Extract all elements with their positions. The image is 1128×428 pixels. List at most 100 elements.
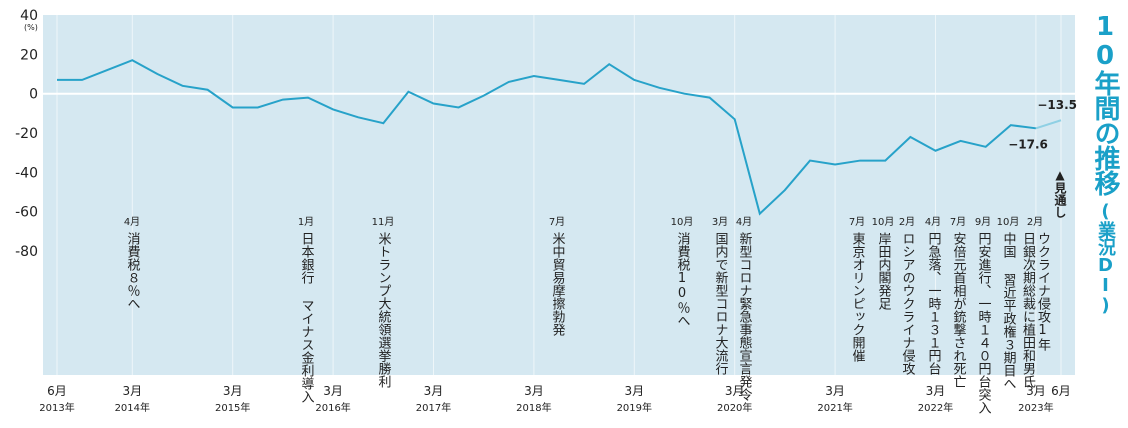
event: 9月円安進行、一時１４０円台突入 [963, 217, 1003, 414]
event-month: 2月 [1026, 217, 1044, 228]
y-tick-label: -80 [15, 244, 38, 260]
event-month: 10月 [996, 217, 1020, 228]
event-text: 米中貿易摩擦勃発 [550, 232, 565, 336]
data-label: −17.6 [1008, 137, 1048, 151]
forecast-annotation: ▲見通し [1053, 168, 1067, 218]
x-year-label: 2014年 [115, 401, 150, 414]
event-text: 消費税８％へ [125, 232, 140, 310]
x-tick-label: 3月 [323, 384, 343, 398]
x-year-label: 2013年 [39, 401, 74, 414]
event-line: 岸田内閣発足 [875, 232, 891, 310]
plot-area [43, 15, 1075, 375]
event-text: 米トランプ大統領選挙勝利 [376, 232, 391, 388]
x-tick-label: 6月 [1051, 384, 1071, 398]
event-month: 9月 [974, 217, 992, 228]
event-text: 消費税10％へ [675, 232, 690, 327]
event-month: 11月 [371, 217, 395, 228]
event-line: 国内で新型コロナ大流行 [712, 232, 728, 375]
x-tick-label: 3月 [926, 384, 946, 398]
y-tick-label: 0 [29, 87, 38, 103]
event-text: 国内で新型コロナ大流行 [713, 232, 728, 375]
event-line: ウクライナ侵攻1年 [1035, 232, 1050, 351]
event-line: 米中貿易摩擦勃発 [549, 232, 565, 336]
event-line: ロシアのウクライナ侵攻 [899, 232, 915, 375]
y-tick-label: 40 [20, 8, 38, 24]
data-label: −13.5 [1037, 98, 1077, 112]
x-tick-label: 3月 [524, 384, 544, 398]
event-line: 円急落、一時１３１円台 [925, 232, 941, 375]
event-month: 10月 [871, 217, 895, 228]
x-tick-label: 3月 [624, 384, 644, 398]
y-tick-label: -40 [15, 165, 38, 181]
y-tick-label: 20 [20, 47, 38, 63]
chart-subtitle: (業況DI) [1095, 201, 1116, 315]
event-line: 日銀次期総裁に植田和男氏 [1020, 232, 1035, 388]
x-tick-label: 3月 [825, 384, 845, 398]
x-year-label: 2017年 [416, 401, 451, 414]
x-year-label: 2018年 [516, 401, 551, 414]
event: 11月米トランプ大統領選挙勝利 [363, 217, 403, 388]
x-year-label: 2022年 [918, 401, 953, 414]
x-tick-label: 3月 [223, 384, 243, 398]
event-month: 3月 [711, 217, 729, 228]
event-text: 安倍元首相が銃撃され死亡 [951, 232, 966, 388]
event-month: 1月 [297, 217, 315, 228]
event: 10月中国 習近平政権３期目へ [988, 217, 1028, 390]
event-line: 米トランプ大統領選挙勝利 [375, 232, 391, 388]
series-line [57, 59, 1037, 216]
event-month: 4月 [735, 217, 753, 228]
event-text: 中国 習近平政権３期目へ [1001, 232, 1016, 390]
event-month: 4月 [123, 217, 141, 228]
chart-title: 10年間の推移 [1090, 12, 1120, 195]
event-month: 10月 [670, 217, 694, 228]
event-line: 中国 習近平政権３期目へ [1000, 232, 1016, 390]
x-tick-label: 3月 [1026, 384, 1046, 398]
x-tick-label: 3月 [424, 384, 444, 398]
event: 10月消費税10％へ [662, 217, 702, 327]
event-month: 7月 [548, 217, 566, 228]
event-text: 日本銀行 マイナス金利導入 [299, 232, 314, 403]
event-line: 消費税10％へ [674, 232, 690, 327]
event-month: 4月 [924, 217, 942, 228]
event-month: 7月 [949, 217, 967, 228]
y-tick-label: -60 [15, 205, 38, 221]
x-year-label: 2023年 [1018, 401, 1053, 414]
event: 7月東京オリンピック開催 [837, 217, 877, 362]
x-year-label: 2020年 [717, 401, 752, 414]
y-unit: (%) [24, 23, 38, 32]
event: 1月日本銀行 マイナス金利導入 [286, 217, 326, 403]
event: 4月新型コロナ緊急事態宣言発令 [724, 217, 764, 401]
event: 2月ウクライナ侵攻1年 日銀次期総裁に植田和男氏 [1015, 217, 1055, 388]
event-line: 安倍元首相が銃撃され死亡 [950, 232, 966, 388]
event: 10月岸田内閣発足 [863, 217, 903, 310]
event: 7月米中貿易摩擦勃発 [537, 217, 577, 336]
series-line [1035, 119, 1062, 130]
x-year-label: 2021年 [817, 401, 852, 414]
event-text: 東京オリンピック開催 [850, 232, 865, 362]
event-text: 円急落、一時１３１円台 [926, 232, 941, 375]
event: 7月安倍元首相が銃撃され死亡 [938, 217, 978, 388]
event-text: ロシアのウクライナ侵攻 [900, 232, 915, 375]
x-tick-label: 3月 [725, 384, 745, 398]
event: 3月国内で新型コロナ大流行 [700, 217, 740, 375]
event-line: 東京オリンピック開催 [849, 232, 865, 362]
event-text: 新型コロナ緊急事態宣言発令 [737, 232, 752, 401]
x-tick-label: 3月 [122, 384, 142, 398]
event-text: ウクライナ侵攻1年 日銀次期総裁に植田和男氏 [1020, 232, 1050, 388]
title-block: 10年間の推移 (業況DI) [1083, 12, 1127, 315]
x-year-label: 2019年 [617, 401, 652, 414]
event: 2月ロシアのウクライナ侵攻 [887, 217, 927, 375]
event-line: 新型コロナ緊急事態宣言発令 [736, 232, 752, 401]
event-month: 2月 [898, 217, 916, 228]
event-line: 消費税８％へ [124, 232, 140, 310]
x-tick-label: 6月 [47, 384, 67, 398]
y-tick-label: -20 [15, 126, 38, 142]
event: 4月円急落、一時１３１円台 [913, 217, 953, 375]
event-text: 円安進行、一時１４０円台突入 [976, 232, 991, 414]
event: 4月消費税８％へ [112, 217, 152, 310]
event-month: 7月 [848, 217, 866, 228]
x-year-label: 2015年 [215, 401, 250, 414]
event-text: 岸田内閣発足 [876, 232, 891, 310]
